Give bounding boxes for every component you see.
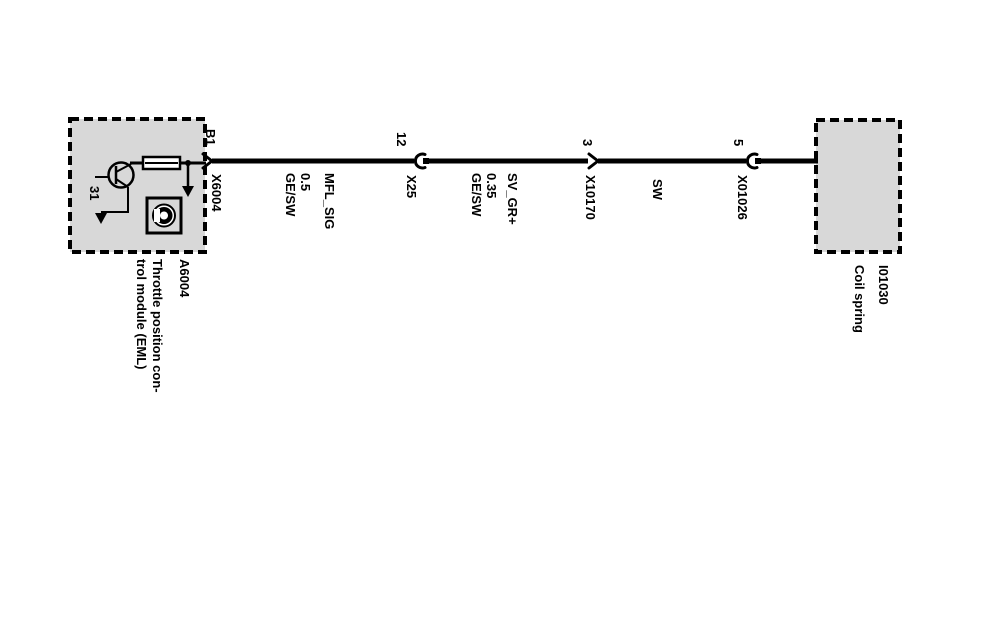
terminal-31-label: 31: [87, 186, 102, 201]
connector-label-x10170: X10170: [583, 175, 598, 220]
ground-arrow: [95, 187, 129, 224]
wire1-signal-label: MFL_SIG: [322, 173, 337, 230]
motor-symbol: [145, 196, 183, 235]
pin-label-12: 12: [394, 132, 409, 147]
signal-branch-arrow: [182, 163, 194, 197]
connector-symbol-x25: [413, 152, 429, 170]
wire1-color-label: GE/SW: [283, 173, 298, 217]
wire2-size-label: 0.35: [484, 173, 499, 199]
transistor-symbol: [95, 161, 135, 189]
connector-symbol-x01026: [745, 152, 761, 170]
left-component-id-label: A6004: [177, 259, 192, 298]
connector-label-x25: X25: [404, 175, 419, 199]
wire2-color-label: GE/SW: [469, 173, 484, 217]
right-component-name-label: Coil spring: [852, 265, 867, 333]
pin-label-5: 5: [731, 139, 746, 147]
pin-label-b1: B1: [203, 129, 218, 146]
wire1-size-label: 0.5: [298, 173, 313, 192]
wire2-signal-label: SV_GR+: [505, 173, 520, 225]
right-component-id-label: I01030: [876, 265, 891, 305]
pin-label-3: 3: [580, 139, 595, 147]
connector-symbol-x10170: [587, 152, 600, 170]
left-component-name-line1: Throttle position con-: [150, 259, 165, 393]
left-component-name-line2: trol module (EML): [134, 259, 149, 370]
connector-label-x6004: X6004: [209, 174, 224, 212]
wire3-color-label: SW: [650, 179, 665, 200]
connector-symbol-x6004: [201, 152, 214, 170]
module-internal-circuit: [95, 155, 206, 235]
right-component-box: [814, 118, 902, 254]
left-component-box: [68, 117, 207, 254]
resistor-symbol: [141, 155, 182, 171]
connector-label-x01026: X01026: [735, 175, 750, 220]
